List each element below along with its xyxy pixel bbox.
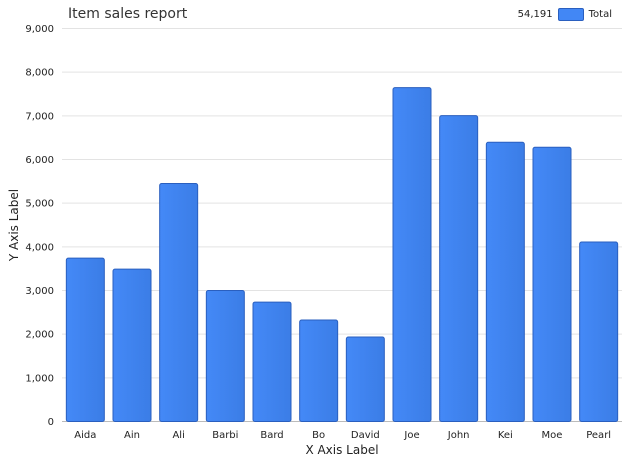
x-tick-label: John — [447, 430, 470, 441]
y-tick-label: 1,000 — [25, 373, 54, 384]
y-tick-label: 9,000 — [25, 24, 54, 35]
bar-barbi — [205, 290, 245, 422]
y-tick-label: 0 — [48, 417, 54, 428]
bar-kei — [485, 141, 525, 422]
y-tick-label: 6,000 — [25, 155, 54, 166]
x-tick-label: David — [351, 430, 380, 441]
x-tick-label: Aida — [74, 430, 96, 441]
bar-ali — [159, 183, 199, 422]
bar-bo — [299, 319, 339, 423]
x-tick-label: Bard — [260, 430, 283, 441]
legend-swatch — [557, 8, 584, 21]
y-tick-label: 8,000 — [25, 68, 54, 79]
bar-ain — [112, 268, 152, 422]
y-tick-label: 7,000 — [25, 111, 54, 122]
bar-john — [439, 115, 479, 423]
bar-aida — [65, 257, 105, 423]
y-tick-label: 3,000 — [25, 286, 54, 297]
x-tick-label: Bo — [312, 430, 325, 441]
y-tick-label: 2,000 — [25, 330, 54, 341]
legend-total-value: 54,191 — [517, 9, 553, 20]
legend-series-label: Total — [588, 9, 612, 20]
bar-moe — [532, 146, 572, 422]
x-tick-label: Kei — [498, 430, 513, 441]
bar-bard — [252, 301, 292, 422]
x-tick-label: Pearl — [586, 430, 611, 441]
y-tick-label: 5,000 — [25, 199, 54, 210]
x-tick-label: Joe — [403, 430, 419, 441]
x-axis-label: X Axis Label — [305, 443, 378, 457]
y-tick-label: 4,000 — [25, 242, 54, 253]
x-tick-label: Barbi — [212, 430, 238, 441]
x-tick-label: Ali — [172, 430, 184, 441]
legend[interactable]: 54,191 Total — [518, 8, 612, 21]
bar-david — [345, 336, 385, 423]
bar-joe — [392, 87, 432, 422]
x-tick-label: Ain — [124, 430, 140, 441]
x-tick-label: Moe — [542, 430, 563, 441]
y-axis-label: Y Axis Label — [7, 189, 21, 262]
chart-title: Item sales report — [68, 6, 188, 22]
bar-pearl — [579, 241, 619, 422]
